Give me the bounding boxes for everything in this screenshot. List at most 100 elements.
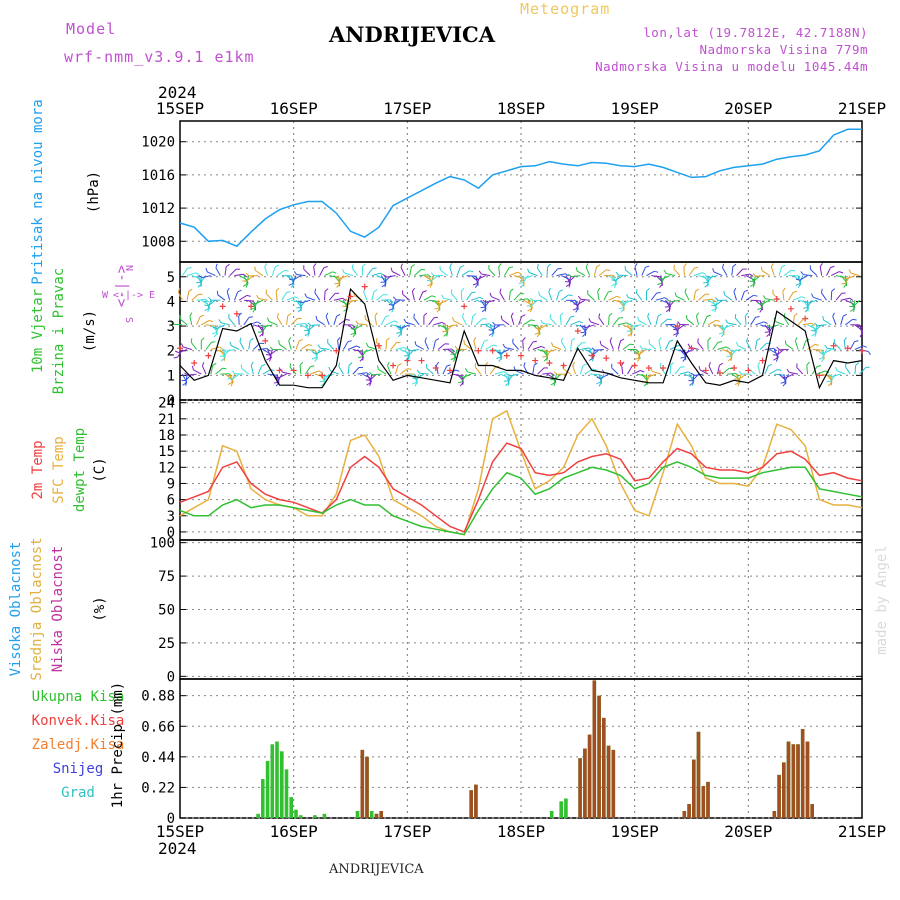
wind-barb-feather [669, 339, 674, 342]
wind-barb [257, 365, 263, 375]
wind-barb [854, 345, 864, 350]
wind-barb [523, 319, 532, 326]
wind-barb [757, 365, 761, 375]
wind-barb-feather [647, 312, 650, 317]
gust-marker [290, 367, 297, 374]
wind-barb-feather [705, 275, 710, 279]
wind-barb [230, 345, 240, 350]
time-tick-bottom: 18SEP [497, 822, 545, 841]
wind-barb-feather [728, 348, 733, 352]
wind-barb-feather [629, 343, 635, 346]
wind-barb [419, 274, 429, 277]
precip-total-bar [559, 801, 563, 818]
wind-barb-feather [422, 290, 427, 293]
wind-barb [282, 371, 292, 375]
wind-barb [286, 315, 289, 325]
wind-barb [303, 268, 311, 276]
wind-barb-feather [201, 362, 205, 367]
wind-barb [778, 266, 783, 276]
wind-barb-feather [452, 316, 455, 322]
wind-barb [593, 266, 598, 276]
wind-barb-feather [173, 356, 178, 359]
wind-barb [352, 349, 362, 353]
wind-barb [794, 340, 799, 350]
wind-barb [722, 349, 731, 354]
precip-legend-item: Snijeg [53, 761, 104, 777]
wind-barb-feather [412, 382, 417, 385]
wind-barb [367, 346, 377, 350]
wind-barb [548, 291, 553, 301]
wind-barb-feather [768, 363, 773, 367]
wind-barb [395, 347, 405, 350]
model-elevation-info: Nadmorska Visina u modelu 1045.44m [595, 59, 868, 74]
wind-barb [504, 347, 515, 350]
wind-barb-feather [630, 332, 633, 337]
wind-barb-feather [744, 312, 749, 317]
wind-barb [307, 324, 316, 332]
wind-barb [339, 275, 349, 280]
wind-barb [840, 316, 844, 325]
wind-barb-feather [527, 298, 532, 302]
gust-marker [660, 364, 667, 371]
wind-barb-feather [387, 361, 390, 366]
wind-barb-feather [488, 333, 493, 336]
wind-barb [753, 275, 761, 282]
wind-barb-feather [357, 356, 362, 358]
wind-barb [585, 267, 591, 276]
wind-barb-feather [321, 382, 325, 387]
wind-barb-feather [819, 352, 824, 355]
wind-barb [724, 294, 733, 301]
wind-barb-feather [546, 356, 549, 361]
gust-marker [347, 293, 354, 300]
wind-barb [279, 343, 287, 350]
wind-barb-feather [297, 308, 302, 313]
wind-barb [527, 341, 534, 350]
wind-barb [617, 340, 622, 350]
wind-barb-feather [548, 287, 551, 292]
time-tick-top: 21SEP [838, 99, 886, 118]
wind-barb [400, 267, 406, 276]
wind-barb [556, 291, 560, 301]
wind-barb-feather [227, 382, 232, 385]
y-tick-label: 5 [167, 270, 175, 286]
gust-marker [446, 367, 453, 374]
wind-barb [477, 275, 486, 281]
wind-barb-feather [568, 294, 573, 297]
wind-barb-feather [521, 314, 526, 317]
wind-barb [416, 373, 425, 380]
wind-barb [565, 316, 571, 326]
wind-barb-feather [831, 288, 836, 292]
wind-barb [625, 269, 633, 276]
wind-barb-feather [842, 313, 847, 317]
wind-barb [551, 268, 559, 276]
wind-barb [310, 324, 320, 326]
wind-barb-feather [278, 340, 280, 345]
wind-barb-feather [328, 366, 331, 371]
wind-barb-feather [749, 273, 754, 277]
time-tick-bottom: 19SEP [611, 822, 659, 841]
wind-barb-feather [411, 287, 416, 292]
watermark: made by Angel [874, 545, 890, 655]
wind-barb [575, 342, 582, 350]
wind-barb [699, 369, 709, 375]
wind-barb [258, 348, 268, 350]
wind-barb-feather [243, 273, 247, 278]
wind-barb [712, 324, 722, 327]
wind-barb-feather [249, 337, 254, 342]
wind-barb-feather [427, 274, 432, 278]
precip-convective-bar [682, 811, 687, 818]
wind-barb [374, 315, 377, 325]
wind-barb [399, 324, 406, 333]
wind-barb [844, 366, 851, 375]
temp-2m-line [179, 442, 863, 533]
wind-barb-feather [811, 293, 814, 298]
wind-barb-feather [711, 298, 716, 303]
wind-barb [215, 267, 221, 276]
y-tick-label: 15 [158, 444, 175, 460]
wind-barb-feather [197, 284, 202, 288]
wind-label-1: 10m Vjetar [30, 289, 46, 373]
precip-convective-bar [687, 804, 691, 818]
wind-barb-feather [597, 287, 601, 292]
wind-barb-feather [411, 264, 416, 268]
wind-barb-feather [508, 266, 514, 269]
